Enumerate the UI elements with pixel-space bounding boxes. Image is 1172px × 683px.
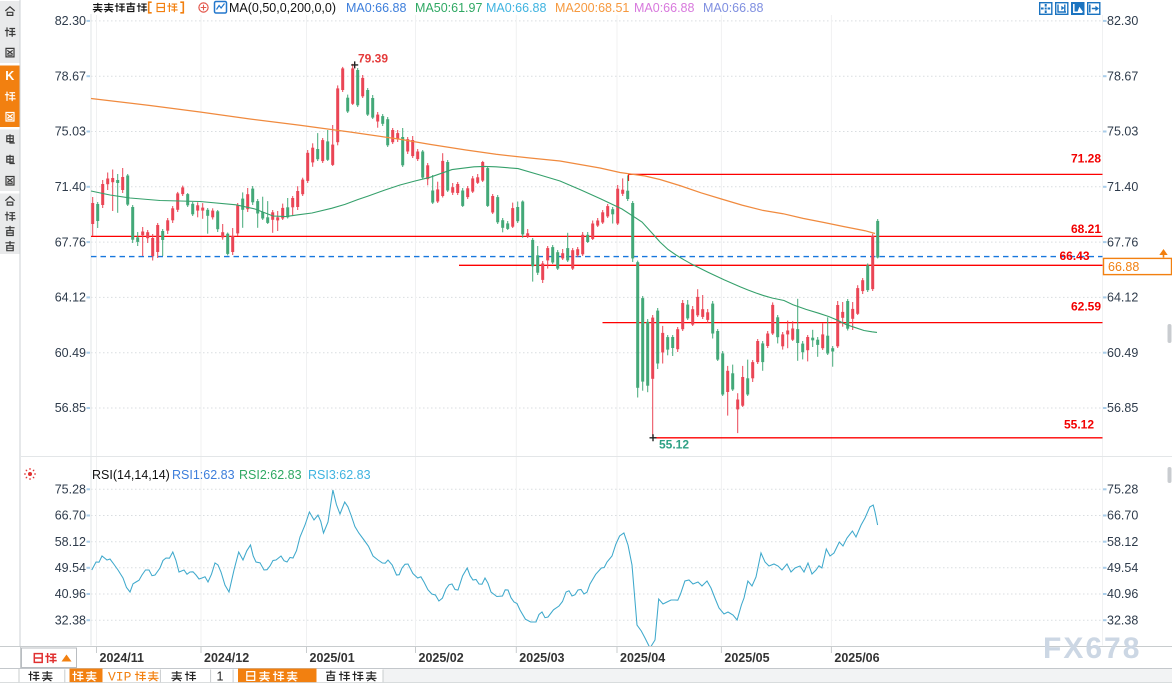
svg-text:2024/11: 2024/11 [100,651,145,665]
svg-text:VIP: VIP [108,670,132,683]
svg-text:49.54: 49.54 [1107,561,1138,575]
svg-text:MA200:68.51: MA200:68.51 [555,1,629,15]
svg-text:67.76: 67.76 [1107,235,1138,249]
svg-text:82.30: 82.30 [1107,14,1138,28]
svg-text:82.30: 82.30 [55,14,86,28]
svg-text:66.88: 66.88 [1108,260,1139,274]
svg-text:RSI3:62.83: RSI3:62.83 [308,468,371,482]
svg-text:78.67: 78.67 [55,69,86,83]
svg-text:71.40: 71.40 [1107,180,1138,194]
svg-text:75.03: 75.03 [55,125,86,139]
svg-text:60.49: 60.49 [1107,346,1138,360]
svg-text:60.49: 60.49 [55,346,86,360]
svg-text:58.12: 58.12 [55,535,86,549]
svg-text:2025/01: 2025/01 [310,651,355,665]
svg-text:2025/05: 2025/05 [724,651,769,665]
svg-text:62.59: 62.59 [1071,300,1101,314]
svg-text:2025/06: 2025/06 [834,651,879,665]
svg-text:75.28: 75.28 [55,483,86,497]
svg-text:68.21: 68.21 [1071,222,1101,236]
svg-text:40.96: 40.96 [55,587,86,601]
svg-text:56.85: 56.85 [55,401,86,415]
svg-text:2025/02: 2025/02 [419,651,464,665]
svg-text:2025/03: 2025/03 [519,651,564,665]
svg-text:66.43: 66.43 [1059,249,1089,263]
svg-text:56.85: 56.85 [1107,401,1138,415]
svg-text:32.38: 32.38 [1107,613,1138,627]
svg-text:79.39: 79.39 [358,52,388,66]
svg-text:67.76: 67.76 [55,235,86,249]
svg-text:55.12: 55.12 [1064,418,1094,432]
svg-text:75.28: 75.28 [1107,483,1138,497]
svg-text:64.12: 64.12 [55,291,86,305]
svg-text:55.12: 55.12 [659,438,689,452]
svg-text:40.96: 40.96 [1107,587,1138,601]
svg-text:2024/12: 2024/12 [204,651,249,665]
svg-text:K: K [5,69,14,83]
svg-text:RSI2:62.83: RSI2:62.83 [239,468,302,482]
svg-text:RSI(14,14,14): RSI(14,14,14) [92,468,170,482]
svg-text:78.67: 78.67 [1107,69,1138,83]
svg-text:66.70: 66.70 [1107,509,1138,523]
svg-text:49.54: 49.54 [55,561,86,575]
svg-text:MA0:66.88: MA0:66.88 [703,1,764,15]
svg-text:MA50:61.97: MA50:61.97 [415,1,482,15]
svg-text:32.38: 32.38 [55,613,86,627]
svg-text:64.12: 64.12 [1107,291,1138,305]
svg-text:MA(0,50,0,200,0,0): MA(0,50,0,200,0,0) [229,1,336,15]
svg-text:MA0:66.88: MA0:66.88 [634,1,695,15]
svg-text:MA0:66.88: MA0:66.88 [486,1,547,15]
svg-text:66.70: 66.70 [55,509,86,523]
svg-text:58.12: 58.12 [1107,535,1138,549]
svg-text:71.40: 71.40 [55,180,86,194]
svg-text:71.28: 71.28 [1071,152,1101,166]
svg-text:MA0:66.88: MA0:66.88 [346,1,407,15]
svg-text:2025/04: 2025/04 [620,651,665,665]
svg-text:1: 1 [217,670,224,683]
svg-text:75.03: 75.03 [1107,125,1138,139]
svg-text:FX678: FX678 [1043,632,1141,665]
svg-text:RSI1:62.83: RSI1:62.83 [172,468,235,482]
